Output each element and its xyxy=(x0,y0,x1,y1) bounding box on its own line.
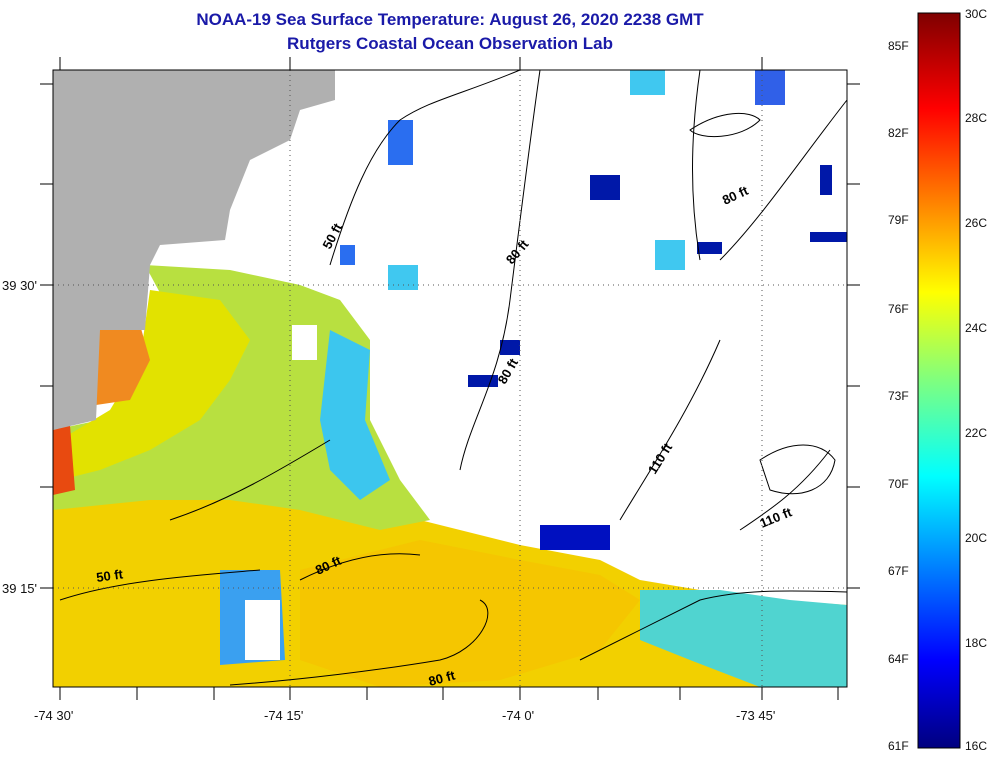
colorbar-f-label: 76F xyxy=(888,302,909,316)
map-subtitle: Rutgers Coastal Ocean Observation Lab xyxy=(287,34,613,53)
contour-label: 110 ft xyxy=(758,504,795,531)
no-data-patch xyxy=(245,600,280,660)
colorbar-f-label: 82F xyxy=(888,126,909,140)
colorbar-celsius-ticks: 30C 28C 26C 24C 22C 20C 18C 16C xyxy=(965,7,987,753)
contour-line xyxy=(689,112,761,138)
cool-water-patch xyxy=(640,590,847,687)
contour-line xyxy=(579,590,847,661)
nearshore-yellow xyxy=(60,290,250,480)
estuary-warm xyxy=(53,425,75,495)
colorbar-f-label: 79F xyxy=(888,213,909,227)
colorbar-c-label: 22C xyxy=(965,426,987,440)
contour-label: 50 ft xyxy=(95,566,124,585)
contour-line xyxy=(59,569,261,601)
colorbar-c-label: 30C xyxy=(965,7,987,21)
contour-label: 110 ft xyxy=(645,440,676,477)
colorbar-c-label: 18C xyxy=(965,636,987,650)
lon-tick-label: -73 45' xyxy=(736,708,775,723)
land-area xyxy=(53,70,335,430)
colorbar-f-label: 61F xyxy=(888,739,909,753)
lon-tick-label: -74 30' xyxy=(34,708,73,723)
title-block: NOAA-19 Sea Surface Temperature: August … xyxy=(0,8,900,56)
contour-line xyxy=(692,70,701,261)
contour-line xyxy=(739,449,831,531)
colorbar-f-label: 67F xyxy=(888,564,909,578)
cool-water-patch xyxy=(320,330,390,500)
colorbar-c-label: 16C xyxy=(965,739,987,753)
colorbar-c-label: 24C xyxy=(965,321,987,335)
colorbar-c-label: 28C xyxy=(965,111,987,125)
lon-tick-label: -74 0' xyxy=(502,708,534,723)
cloud-edge-pixels xyxy=(340,70,847,550)
colorbar-f-label: 70F xyxy=(888,477,909,491)
lat-tick-label: 39 15' xyxy=(2,581,37,596)
contour-line xyxy=(329,70,521,266)
contour-line xyxy=(459,70,541,471)
colorbar-f-label: 73F xyxy=(888,389,909,403)
contour-label: 80 ft xyxy=(503,236,532,267)
colorbar-c-label: 20C xyxy=(965,531,987,545)
map-title: NOAA-19 Sea Surface Temperature: August … xyxy=(196,10,704,29)
estuary-warm xyxy=(96,325,150,405)
colorbar-fahrenheit-ticks: 85F 82F 79F 76F 73F 70F 67F 64F 61F xyxy=(888,39,909,753)
contour-line xyxy=(229,599,489,686)
contour-label: 80 ft xyxy=(720,183,751,208)
contour-label: 80 ft xyxy=(427,667,457,689)
contour-line xyxy=(299,553,421,581)
map-area xyxy=(53,70,847,687)
depth-contours xyxy=(59,70,847,686)
contour-line xyxy=(619,339,721,521)
colorbar-f-label: 85F xyxy=(888,39,909,53)
no-data-patch xyxy=(292,325,317,360)
lat-tick-label: 39 30' xyxy=(2,278,37,293)
colorbar-f-label: 64F xyxy=(888,652,909,666)
colorbar xyxy=(917,12,961,749)
warm-water-deep xyxy=(300,540,640,687)
contour-line xyxy=(169,439,331,521)
contour-line xyxy=(719,99,847,261)
lon-tick-label: -74 15' xyxy=(264,708,303,723)
colorbar-c-label: 26C xyxy=(965,216,987,230)
tick-marks xyxy=(40,57,860,700)
contour-label: 80 ft xyxy=(495,355,522,386)
contour-line xyxy=(759,444,836,495)
map-frame xyxy=(52,69,848,688)
